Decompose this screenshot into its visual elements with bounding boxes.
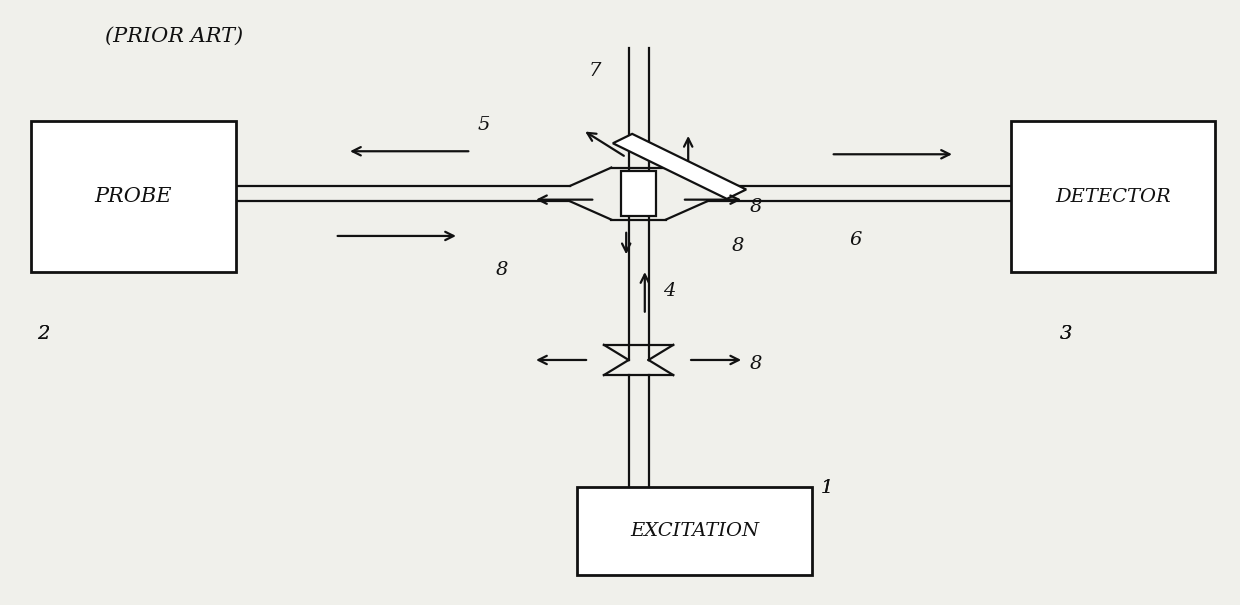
Text: 2: 2: [37, 325, 50, 343]
Text: EXCITATION: EXCITATION: [630, 522, 759, 540]
Text: 5: 5: [477, 116, 490, 134]
Text: 8: 8: [750, 355, 763, 373]
Text: 8: 8: [750, 198, 763, 216]
Text: 6: 6: [849, 231, 862, 249]
Text: PROBE: PROBE: [94, 187, 172, 206]
Text: 8: 8: [732, 237, 744, 255]
Text: 3: 3: [1060, 325, 1073, 343]
Text: DETECTOR: DETECTOR: [1055, 188, 1171, 206]
Text: (PRIOR ART): (PRIOR ART): [105, 27, 243, 46]
Text: 4: 4: [663, 283, 676, 301]
Polygon shape: [613, 134, 746, 199]
Text: 1: 1: [821, 479, 833, 497]
Bar: [621, 171, 656, 216]
Text: 2: 2: [37, 325, 50, 343]
Text: 3: 3: [1060, 325, 1073, 343]
Text: 1: 1: [821, 479, 833, 497]
Bar: [31, 121, 236, 272]
Bar: [1011, 121, 1215, 272]
Text: 8: 8: [496, 261, 508, 280]
Bar: [577, 487, 812, 575]
Text: 7: 7: [589, 62, 601, 80]
